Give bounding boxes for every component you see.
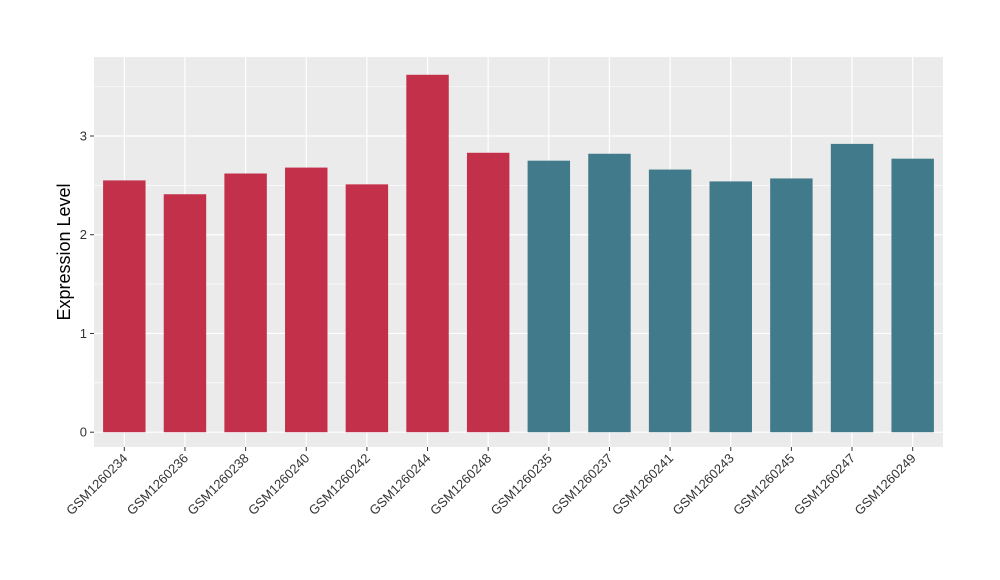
y-axis-title: Expression Level: [54, 183, 74, 320]
bar-GSM1260235: [527, 160, 571, 433]
x-tick-label: GSM1260248: [427, 451, 494, 518]
y-axis: 0 1 2 3: [80, 128, 94, 440]
bar-GSM1260245: [770, 178, 813, 433]
x-tick-label: GSM1260234: [63, 451, 130, 518]
x-tick-label: GSM1260249: [851, 451, 918, 518]
x-tick-label: GSM1260236: [124, 451, 191, 518]
bar-GSM1260243: [709, 181, 752, 433]
plot-panel: [94, 57, 943, 447]
bar-GSM1260241: [648, 169, 692, 433]
bar-GSM1260248: [466, 152, 510, 433]
x-tick-label: GSM1260242: [306, 451, 373, 518]
y-tick-label: 0: [80, 425, 87, 440]
x-tick-label: GSM1260238: [184, 451, 251, 518]
x-tick-label: GSM1260237: [548, 451, 615, 518]
x-tick-label: GSM1260241: [609, 451, 676, 518]
bars: [103, 74, 934, 433]
y-tick-label: 2: [80, 227, 87, 242]
bar-GSM1260249: [891, 158, 934, 433]
x-tick-label: GSM1260243: [670, 451, 737, 518]
bar-GSM1260236: [163, 194, 207, 433]
bar-GSM1260242: [345, 184, 389, 433]
x-tick-label: GSM1260244: [366, 451, 433, 518]
x-tick-label: GSM1260245: [730, 451, 797, 518]
bar-GSM1260237: [588, 153, 631, 433]
bar-GSM1260240: [285, 167, 328, 433]
y-tick-label: 1: [80, 326, 87, 341]
bar-GSM1260247: [830, 143, 874, 433]
bar-GSM1260238: [224, 173, 267, 433]
bar-GSM1260244: [406, 74, 449, 433]
y-tick-label: 3: [80, 128, 87, 143]
x-tick-label: GSM1260240: [245, 451, 312, 518]
bar-GSM1260234: [103, 180, 146, 433]
x-tick-label: GSM1260235: [488, 451, 555, 518]
x-axis: GSM1260234GSM1260236GSM1260238GSM1260240…: [63, 447, 919, 518]
x-tick-label: GSM1260247: [791, 451, 858, 518]
